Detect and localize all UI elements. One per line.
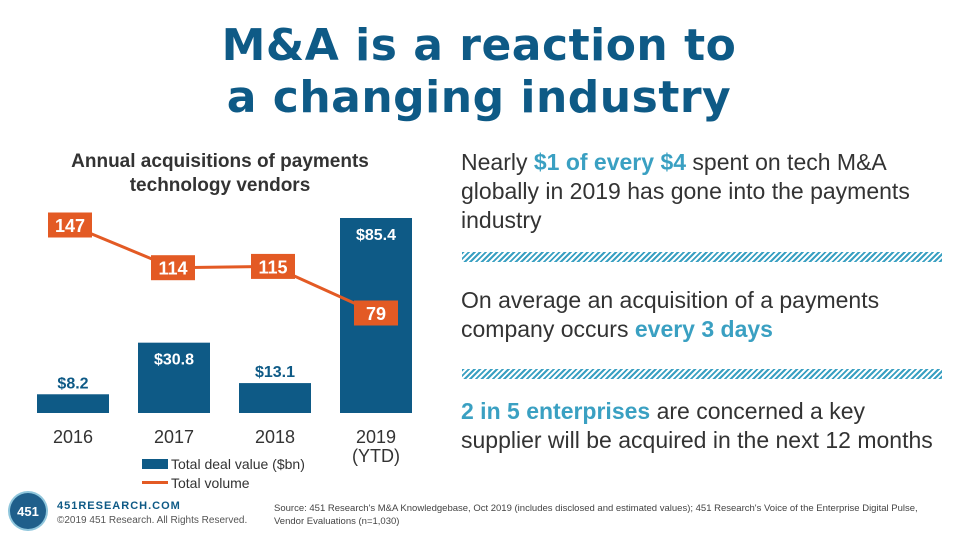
combo-chart: $8.2 2016 $30.8 2017 $13.1 2018 $85.4 2019(YTD)…: [37, 212, 412, 466]
legend-label-deal-value: Total deal value ($bn): [171, 455, 305, 472]
copyright: ©2019 451 Research. All Rights Reserved.: [57, 515, 248, 526]
x-tick-label-2: 2018: [255, 427, 295, 447]
legend-item-deal-value: Total deal value ($bn): [142, 454, 305, 473]
451-logo: 451: [10, 493, 46, 529]
legend-item-volume: Total volume: [142, 473, 305, 492]
chart-title: Annual acquisitions of payments technolo…: [71, 151, 369, 196]
chart-legend: Total deal value ($bn) Total volume: [142, 454, 305, 492]
volume-marker-1: [151, 255, 195, 281]
legend-label-volume: Total volume: [171, 474, 250, 491]
fact-highlight: every 3 days: [634, 316, 773, 342]
fact-2: On average an acquisition of a payments …: [461, 286, 941, 344]
hatched-divider-2: [462, 369, 942, 379]
volume-label-0: 147: [55, 216, 85, 236]
fact-highlight: $1 of every $4: [533, 149, 687, 175]
volume-marker-2: [251, 253, 295, 279]
legend-swatch-bar: [142, 458, 168, 469]
bar-label-2: $13.1: [255, 364, 295, 381]
x-tick-label-0: 2016: [53, 427, 93, 447]
title-line-1: M&A is a reaction to: [221, 20, 737, 71]
bar-label-3: $85.4: [356, 227, 396, 244]
fact-text: are concerned a key supplier will be acq…: [461, 398, 933, 453]
bar-label-1: $30.8: [154, 352, 194, 369]
fact-text: Nearly: [461, 149, 534, 175]
legend-swatch-line: [142, 481, 168, 484]
volume-label-2: 115: [258, 257, 287, 277]
bar-0: [37, 394, 109, 413]
bar-2: [239, 383, 311, 413]
page-title: M&A is a reaction to a changing industry: [0, 20, 958, 124]
volume-label-1: 114: [158, 259, 187, 279]
title-line-2: a changing industry: [226, 72, 732, 123]
fact-text: spent on tech M&A globally in 2019 has g…: [461, 149, 910, 233]
fact-highlight: 2 in 5 enterprises: [461, 398, 651, 424]
source-note: Source: 451 Research's M&A Knowledgebase…: [274, 503, 918, 527]
x-tick-label-3-line2: (YTD): [352, 446, 400, 466]
brand-url: 451RESEARCH.COM: [57, 500, 181, 512]
x-tick-label-1: 2017: [154, 427, 194, 447]
fact-1: Nearly $1 of every $4 spent on tech M&A …: [461, 148, 941, 235]
fact-3: 2 in 5 enterprises are concerned a key s…: [461, 397, 941, 455]
hatched-divider-1: [462, 252, 942, 262]
volume-marker-3: [354, 300, 398, 326]
volume-label-3: 79: [366, 304, 386, 324]
volume-marker-0: [48, 212, 92, 238]
fact-text: On average an acquisition of a payments …: [461, 287, 880, 342]
bar-label-0: $8.2: [57, 375, 88, 392]
x-tick-label-3: 2019: [356, 427, 396, 447]
bar-1: [138, 342, 210, 413]
volume-line: [69, 223, 377, 315]
